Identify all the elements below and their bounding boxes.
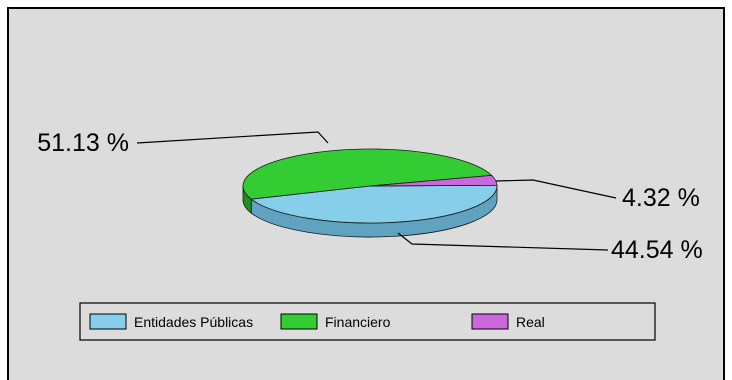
pie-slice-real <box>369 174 498 187</box>
legend-swatch-financiero <box>280 313 318 330</box>
pie-slice-entidades-publicas <box>250 184 498 224</box>
label-layer: 44.54 % 51.13 % 4.32 % <box>37 129 703 264</box>
leader-line-entidades-publicas <box>397 232 609 251</box>
legend-label-real: Real <box>516 314 545 330</box>
slice-label-financiero: 51.13 % <box>37 129 129 157</box>
pie-slice-financiero <box>242 148 493 200</box>
legend: Entidades Públicas Financiero Real <box>79 302 656 341</box>
slice-label-entidades-publicas: 44.54 % <box>611 236 703 264</box>
leader-line-financiero <box>136 131 329 144</box>
leader-line-real <box>495 179 617 199</box>
legend-label-entidades-publicas: Entidades Públicas <box>134 314 253 330</box>
legend-swatch-entidades-publicas <box>89 313 127 330</box>
slice-label-real: 4.32 % <box>622 184 700 212</box>
pie-layer <box>242 148 498 238</box>
legend-label-financiero: Financiero <box>325 314 391 330</box>
legend-swatch-real <box>471 313 509 330</box>
legend-box <box>79 302 656 341</box>
